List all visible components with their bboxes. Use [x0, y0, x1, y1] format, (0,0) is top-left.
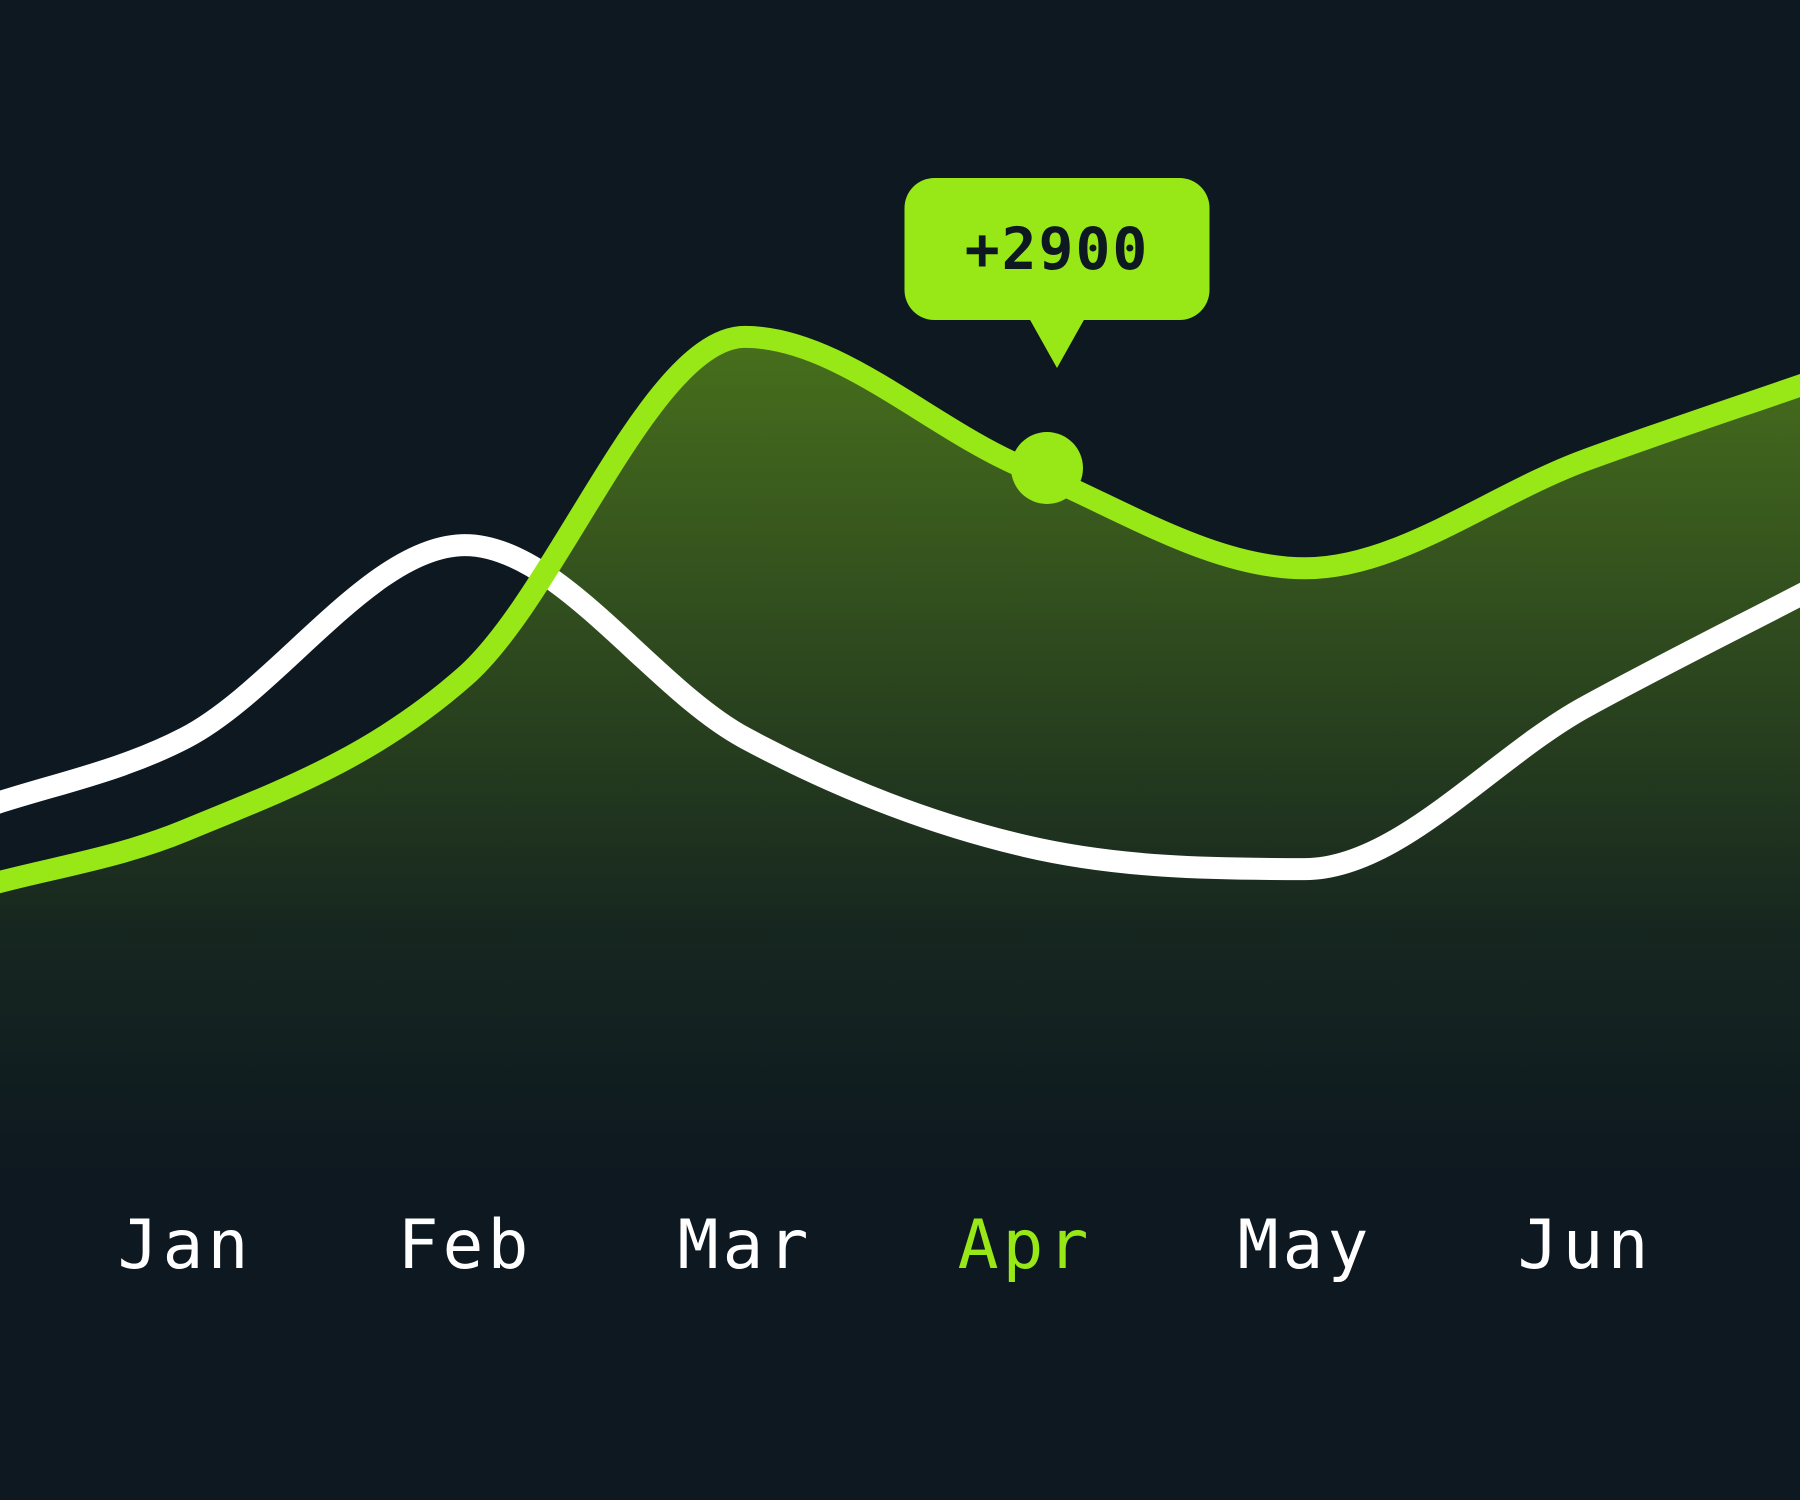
- series-0-line: [0, 325, 1800, 894]
- marker-layer: +2900: [904, 178, 1210, 504]
- series-0-area: [0, 336, 1800, 1180]
- area-layer: [0, 336, 1800, 1180]
- series-layer: [0, 325, 1800, 894]
- tooltip-box: [904, 178, 1210, 320]
- value-tooltip: +2900: [904, 178, 1210, 368]
- x-tick-label-mar: Mar: [678, 1206, 813, 1285]
- highlight-point[interactable]: [1011, 432, 1083, 504]
- x-tick-label-jan: Jan: [118, 1206, 253, 1285]
- tooltip-value: +2900: [965, 215, 1150, 283]
- x-tick-label-apr: Apr: [958, 1206, 1093, 1285]
- x-tick-label-jun: Jun: [1518, 1206, 1653, 1285]
- x-axis-labels: Jan Feb Mar Apr May Jun: [118, 1206, 1653, 1285]
- tooltip-pointer: [1029, 318, 1085, 368]
- x-tick-label-may: May: [1238, 1206, 1373, 1285]
- series-1-line: [0, 534, 1800, 881]
- x-tick-label-feb: Feb: [398, 1206, 533, 1285]
